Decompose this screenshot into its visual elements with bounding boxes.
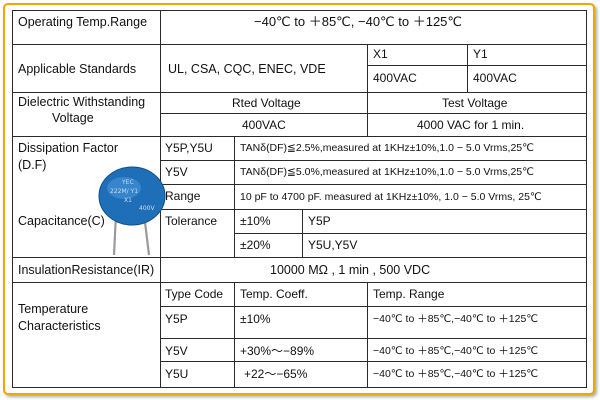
grid-line — [160, 209, 587, 210]
insulation-value: 10000 MΩ , 1 min , 500 VDC — [270, 263, 431, 277]
y1-value: 400VAC — [473, 71, 517, 85]
capacitor-marking-2: 222M/ Y1 — [110, 188, 138, 195]
insulation-label: InsulationResistance(IR) — [18, 263, 155, 277]
grid-line — [12, 10, 13, 387]
standards-label: Applicable Standards — [18, 62, 137, 76]
rated-voltage-header: Rted Voltage — [232, 96, 301, 110]
df-spec-y5p-y5u: TANδ(DF)≦2.5%,measured at 1KHz±10%,1.0 −… — [240, 142, 534, 154]
grid-line — [302, 209, 303, 257]
capacitance-label: Capacitance(C) — [18, 214, 105, 228]
grid-line — [12, 387, 587, 388]
tolerance-20-value: ±20% — [240, 238, 271, 252]
dissipation-label-line1: Dissipation Factor — [18, 141, 119, 155]
temp-range-y5p: −40℃ to ＋85℃,−40℃ to ＋125℃ — [373, 313, 539, 325]
grid-line — [367, 282, 368, 387]
type-code-header: Type Code — [165, 287, 224, 301]
dielectric-label-line2: Voltage — [52, 111, 94, 125]
grid-line — [367, 65, 587, 66]
grid-line — [160, 361, 587, 362]
type-code-y5u: Y5U — [165, 367, 189, 381]
grid-line — [367, 44, 368, 92]
temp-range-header: Temp. Range — [373, 287, 445, 301]
y1-header: Y1 — [473, 47, 488, 61]
temp-coeff-y5u: +22～−65% — [244, 367, 308, 381]
x1-value: 400VAC — [373, 71, 417, 85]
type-code-y5p: Y5P — [165, 312, 188, 326]
grid-line — [234, 233, 587, 234]
rated-voltage-value: 400VAC — [242, 118, 286, 132]
grid-line — [12, 92, 587, 93]
capacitor-marking-4: 400V — [139, 205, 155, 212]
df-code-y5v: Y5V — [165, 165, 188, 179]
grid-line — [160, 338, 587, 339]
dissipation-label-line2: (D.F) — [18, 158, 47, 172]
standards-list: UL, CSA, CQC, ENEC, VDE — [168, 62, 326, 76]
tolerance-label: Tolerance — [165, 214, 218, 228]
operating-temp-value: −40℃ to ＋85℃, −40℃ to ＋125℃ — [254, 14, 463, 29]
dielectric-label-line1: Dielectric Withstanding — [18, 95, 146, 109]
grid-line — [12, 257, 587, 258]
spec-table: Operating Temp.Range −40℃ to ＋85℃, −40℃ … — [12, 8, 587, 390]
temperature-label-line2: Characteristics — [18, 319, 101, 333]
tolerance-10-types: Y5P — [308, 214, 331, 228]
grid-line — [467, 44, 468, 92]
grid-line — [160, 184, 587, 185]
temp-range-y5v: −40℃ to ＋85℃,−40℃ to ＋125℃ — [373, 345, 539, 357]
grid-line — [160, 113, 587, 114]
test-voltage-value: 4000 VAC for 1 min. — [417, 118, 525, 132]
temp-coeff-y5v: +30%～−89% — [240, 344, 315, 358]
grid-line — [586, 10, 587, 387]
temperature-label-line1: Temperature — [18, 302, 89, 316]
grid-line — [12, 136, 587, 137]
tolerance-10-value: ±10% — [240, 214, 271, 228]
operating-temp-label: Operating Temp.Range — [18, 15, 148, 29]
grid-line — [12, 44, 587, 45]
df-spec-y5v: TANδ(DF)≦5.0%,measured at 1KHz±10%,1.0 −… — [240, 166, 534, 178]
grid-line — [12, 10, 587, 11]
grid-line — [234, 136, 235, 184]
x1-header: X1 — [373, 47, 388, 61]
grid-line — [234, 282, 235, 387]
grid-line — [160, 160, 587, 161]
grid-line — [160, 306, 587, 307]
grid-line — [12, 282, 587, 283]
tolerance-20-types: Y5U,Y5V — [308, 238, 358, 252]
capacitor-marking-3: X1 — [124, 197, 132, 204]
type-code-y5v: Y5V — [165, 344, 188, 358]
ceramic-capacitor-image: YEC 222M/ Y1 X1 400V — [98, 166, 166, 256]
range-label: Range — [165, 189, 201, 203]
capacitor-marking-1: YEC — [121, 179, 134, 186]
df-code-y5p-y5u: Y5P,Y5U — [165, 141, 213, 155]
temp-coeff-header: Temp. Coeff. — [240, 287, 308, 301]
test-voltage-header: Test Voltage — [442, 96, 508, 110]
grid-line — [234, 184, 235, 257]
range-value: 10 pF to 4700 pF. measured at 1KHz±10%, … — [240, 191, 542, 203]
temp-coeff-y5p: ±10% — [240, 312, 271, 326]
temp-range-y5u: −40℃ to ＋85℃,−40℃ to ＋125℃ — [373, 368, 539, 380]
grid-line — [367, 92, 368, 136]
